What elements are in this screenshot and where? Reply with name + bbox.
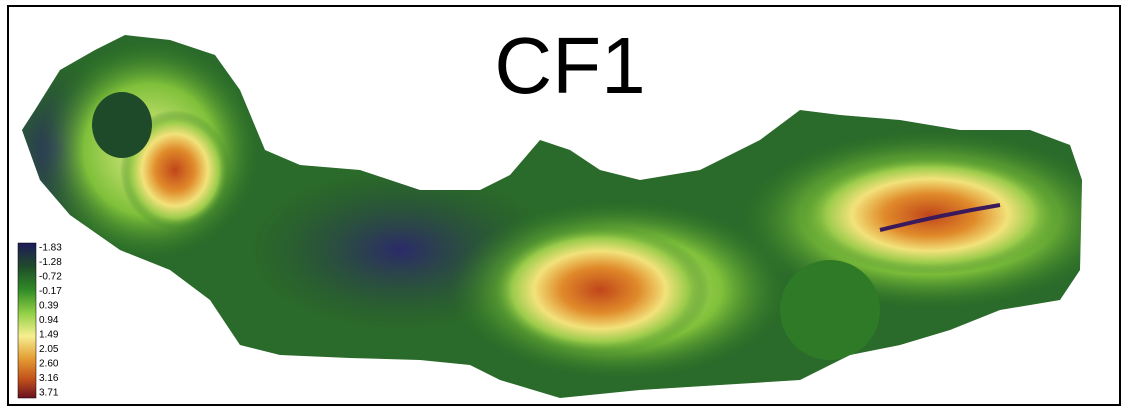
legend-label: 2.60: [39, 359, 59, 370]
map-title: CF1: [494, 21, 645, 110]
legend-label: -0.72: [39, 272, 62, 283]
color-bar: [18, 243, 36, 398]
legend-label: 1.49: [39, 330, 59, 341]
legend-label: 3.16: [39, 373, 59, 384]
legend-label: -1.28: [39, 257, 62, 268]
legend-label: 3.71: [39, 388, 59, 399]
legend-label: -0.17: [39, 286, 62, 297]
legend-label: 2.05: [39, 344, 59, 355]
map-figure: CF1 -1.83 -1.28 -0.72 -0.17 0.39 0.94 1.49 2.05…: [0, 0, 1128, 410]
legend-label: 0.39: [39, 301, 59, 312]
legend-label: -1.83: [39, 243, 62, 254]
legend-label: 0.94: [39, 315, 59, 326]
